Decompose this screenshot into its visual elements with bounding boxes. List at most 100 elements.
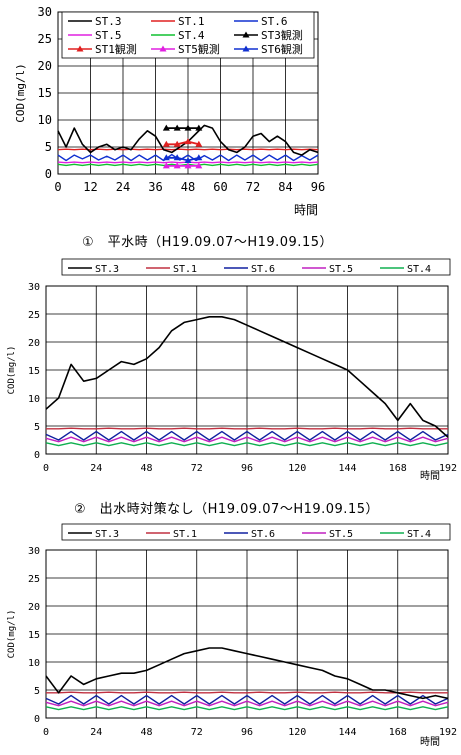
x-axis-label: 時間 [420, 470, 440, 482]
legend-box [61, 258, 451, 276]
x-tick-label: 168 [389, 727, 407, 738]
x-tick-label: 48 [140, 727, 152, 738]
x-tick-label: 72 [246, 180, 260, 194]
series-line-st-3 [45, 316, 449, 438]
observation-point [162, 162, 170, 169]
legend-label: ST.6 [251, 264, 275, 275]
observation-point [162, 140, 170, 147]
y-tick-label: 15 [28, 630, 40, 641]
series-line-st-5 [45, 700, 449, 707]
observation-point [195, 140, 203, 147]
y-tick-label: 0 [34, 714, 40, 725]
y-axis-label: COD(mg/l) [7, 610, 17, 659]
x-axis-label: 時間 [420, 736, 440, 748]
x-tick-label: 144 [338, 727, 356, 738]
y-axis-label: COD(mg/l) [14, 63, 27, 123]
series-line-st-6 [45, 430, 449, 441]
series-line-st-4 [45, 442, 449, 447]
x-tick-label: 96 [241, 727, 253, 738]
y-tick-label: 15 [38, 86, 52, 100]
legend-label: ST.1 [173, 264, 197, 275]
x-tick-label: 48 [140, 463, 152, 474]
legend-label: ST.4 [407, 264, 431, 275]
legend-label: ST.3 [95, 15, 122, 28]
legend-label: ST.6 [261, 15, 288, 28]
y-tick-label: 5 [34, 686, 40, 697]
chart-1-panel: 0 5 10 15 20 25 30 0 12 24 36 48 60 72 84 96 COD(mg/l) 時間… [0, 0, 461, 225]
x-tick-label: 192 [439, 727, 457, 738]
y-tick-label: 20 [28, 602, 40, 613]
observation-point [184, 124, 192, 131]
chart-3: 0 5 10 15 20 25 30 0 24 48 72 96 120 144 168 192 COD(mg/… [7, 523, 457, 748]
x-tick-label: 24 [90, 463, 102, 474]
x-tick-label: 24 [116, 180, 130, 194]
y-tick-label: 0 [45, 167, 52, 181]
observation-point [184, 157, 192, 163]
observation-point [184, 138, 192, 145]
x-tick-label: 0 [43, 727, 49, 738]
series-line-st-3 [45, 647, 449, 700]
series-line-st-6 [45, 694, 449, 705]
legend-label: ST5観測 [178, 42, 220, 56]
x-tick-label: 168 [389, 463, 407, 474]
x-tick-label: 96 [311, 180, 325, 194]
y-tick-label: 30 [28, 282, 40, 293]
y-tick-label: 10 [28, 658, 40, 669]
x-tick-label: 120 [288, 463, 306, 474]
observation-point [173, 154, 181, 161]
observation-point [173, 162, 181, 169]
y-tick-label: 20 [28, 338, 40, 349]
chart-3-panel: 0 5 10 15 20 25 30 0 24 48 72 96 120 144 168 192 COD(mg/… [0, 521, 461, 751]
chart-1-caption: ① 平水時（H19.09.07～H19.09.15） [82, 235, 333, 250]
series-line-st-4 [45, 706, 449, 711]
chart-2-caption: ② 出水時対策なし（H19.09.07～H19.09.15） [74, 502, 379, 517]
observation-point [184, 162, 192, 169]
y-axis-label: COD(mg/l) [7, 346, 17, 395]
chart-1: 0 5 10 15 20 25 30 0 12 24 36 48 60 72 84 96 COD(mg/l) 時間… [14, 5, 325, 217]
legend-label: ST3観測 [261, 28, 303, 42]
x-tick-label: 24 [90, 727, 102, 738]
y-tick-label: 30 [28, 546, 40, 557]
legend-box [61, 11, 315, 59]
y-tick-label: 5 [45, 140, 52, 154]
observation-point [195, 124, 203, 131]
x-tick-label: 96 [241, 463, 253, 474]
x-tick-label: 72 [191, 463, 203, 474]
legend-marker [242, 31, 250, 38]
legend-label: ST.1 [173, 529, 197, 540]
series-line-st-6 [57, 153, 319, 162]
x-tick-label: 120 [288, 727, 306, 738]
legend-label: ST.1 [178, 15, 205, 28]
legend-label: ST.5 [95, 29, 122, 42]
legend-label: ST.6 [251, 529, 275, 540]
y-tick-label: 0 [34, 450, 40, 461]
observation-line-2 [166, 140, 200, 146]
x-tick-label: 144 [338, 463, 356, 474]
chart-2-panel: 0 5 10 15 20 25 30 0 24 48 72 96 120 144 168 192 COD(mg/… [0, 254, 461, 486]
y-tick-label: 30 [38, 5, 52, 19]
x-tick-label: 192 [439, 463, 457, 474]
y-tick-label: 10 [38, 113, 52, 127]
x-tick-label: 36 [148, 180, 162, 194]
y-tick-label: 25 [38, 32, 52, 46]
series-line-st-1 [57, 148, 319, 151]
legend-label: ST.3 [95, 529, 119, 540]
series-line-st-5 [45, 436, 449, 443]
x-tick-label: 12 [83, 180, 97, 194]
x-tick-label: 0 [54, 180, 61, 194]
legend-label: ST.5 [329, 529, 353, 540]
legend-label: ST.3 [95, 264, 119, 275]
observation-point [195, 162, 203, 169]
x-tick-label: 0 [43, 463, 49, 474]
observation-point [195, 154, 203, 161]
legend-label: ST.5 [329, 264, 353, 275]
legend-label: ST.4 [178, 29, 205, 42]
legend-marker [159, 45, 167, 52]
x-tick-label: 84 [278, 180, 292, 194]
observation-point [162, 154, 170, 161]
y-tick-label: 10 [28, 394, 40, 405]
x-tick-label: 48 [181, 180, 195, 194]
y-tick-label: 5 [34, 422, 40, 433]
legend-label: ST6観測 [261, 42, 303, 56]
y-tick-label: 20 [38, 59, 52, 73]
